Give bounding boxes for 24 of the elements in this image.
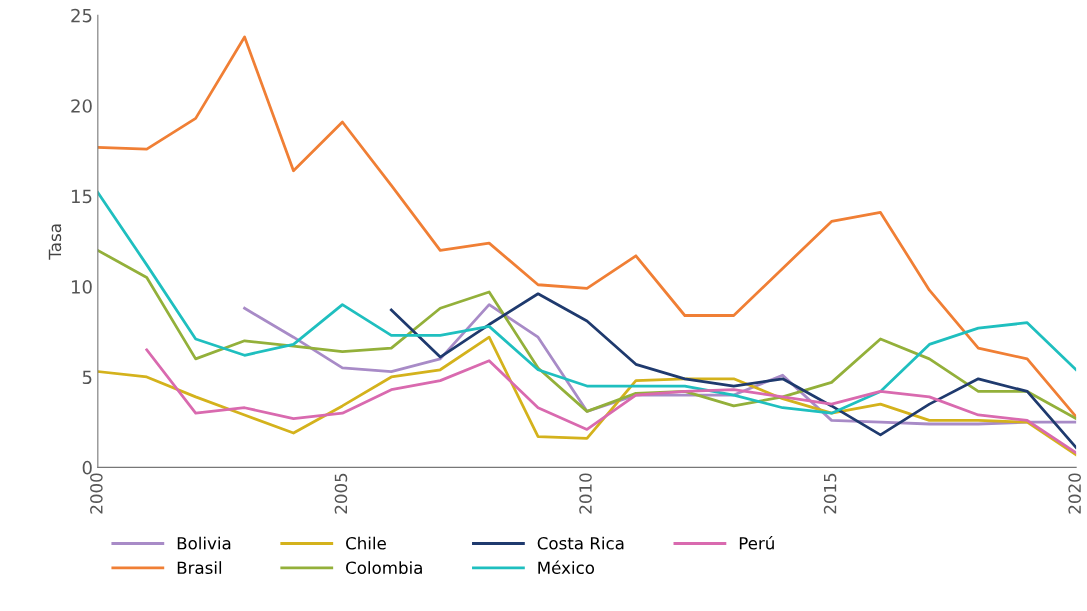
line-series [97,35,1077,419]
line-series [389,292,1077,449]
legend-label: México [538,560,595,575]
y-tick-label: 5 [82,370,92,385]
legend-label: Chile [346,536,386,550]
y-tick-label: 15 [71,189,92,204]
legend-label: Brasil [177,561,222,575]
line-series [97,191,1077,415]
line-series [97,249,1077,420]
line-series [145,348,1077,455]
y-tick-label: 0 [82,460,92,475]
x-tick-label: 2005 [334,473,348,514]
legend-label: Costa Rica [537,536,624,550]
x-tick-label: 2015 [823,473,837,514]
y-tick-label: 25 [71,8,92,23]
y-axis-title: Tasa [48,224,62,260]
y-tick-label: 10 [71,280,92,294]
x-tick-label: 2020 [1068,473,1081,514]
x-tick-label: 2000 [90,473,103,514]
legend-label: Bolivia [177,536,231,550]
legend-label: Colombia [346,561,422,575]
x-tick-label: 2010 [579,473,592,514]
y-tick-label: 20 [71,99,92,113]
legend-label: Perú [739,536,774,550]
